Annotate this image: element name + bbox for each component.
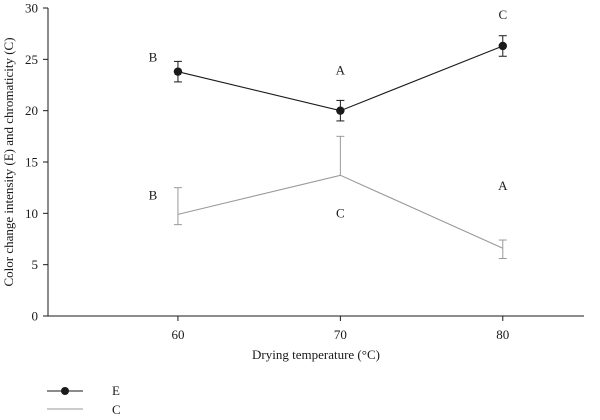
y-tick-label-15: 15 bbox=[25, 155, 38, 170]
letter-c-60: B bbox=[149, 187, 158, 202]
letter-c-80: A bbox=[498, 178, 508, 193]
data-point-e-80 bbox=[498, 41, 507, 51]
y-tick-label-20: 20 bbox=[25, 103, 38, 118]
legend-label-c: C bbox=[112, 402, 121, 417]
y-axis-title: Color change intensity (E) and chromatic… bbox=[1, 37, 16, 286]
x-axis-ticks: 60 70 80 bbox=[171, 316, 509, 342]
series-layer bbox=[173, 35, 507, 260]
data-point-e-60 bbox=[173, 67, 183, 76]
y-axis-ticks: 0 5 10 15 20 25 30 bbox=[25, 1, 48, 324]
y-tick-label-10: 10 bbox=[25, 206, 38, 221]
x-axis-title: Drying temperature (°C) bbox=[252, 347, 380, 362]
legend: E C bbox=[47, 383, 121, 417]
letter-e-70: A bbox=[336, 63, 346, 78]
x-tick-label-80: 80 bbox=[496, 327, 509, 342]
y-tick-label-25: 25 bbox=[25, 52, 38, 67]
plot-area: 0 5 10 15 20 25 30 60 70 80 B A C B C A bbox=[25, 1, 584, 342]
y-tick-label-5: 5 bbox=[32, 257, 39, 272]
x-tick-label-60: 60 bbox=[171, 327, 184, 342]
letter-e-60: B bbox=[149, 50, 158, 65]
y-tick-label-0: 0 bbox=[32, 309, 39, 324]
legend-label-e: E bbox=[112, 383, 120, 398]
significance-letters: B A C B C A bbox=[149, 7, 508, 220]
legend-marker-e bbox=[61, 387, 69, 395]
legend-item-e: E bbox=[47, 383, 120, 398]
data-point-e-70 bbox=[336, 106, 345, 115]
letter-c-70: C bbox=[336, 205, 345, 220]
letter-e-80: C bbox=[498, 7, 507, 22]
legend-item-c: C bbox=[47, 402, 121, 417]
x-tick-label-70: 70 bbox=[334, 327, 347, 342]
y-tick-label-30: 30 bbox=[25, 1, 38, 16]
